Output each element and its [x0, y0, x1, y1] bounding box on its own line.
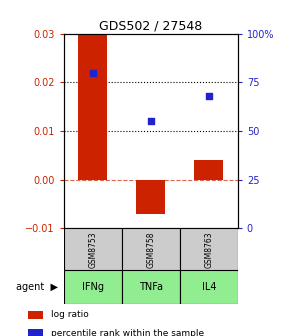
Bar	[180, 228, 238, 270]
Point	[90, 70, 95, 75]
Text: IL4: IL4	[202, 282, 216, 292]
Bar	[64, 228, 122, 270]
Bar	[122, 270, 180, 304]
Text: GSM8763: GSM8763	[204, 231, 213, 268]
Bar	[78, 34, 107, 180]
Bar	[180, 270, 238, 304]
Text: GSM8758: GSM8758	[146, 231, 155, 268]
Title: GDS502 / 27548: GDS502 / 27548	[99, 19, 202, 33]
Text: IFNg: IFNg	[82, 282, 104, 292]
Text: GSM8753: GSM8753	[88, 231, 97, 268]
Text: agent  ▶: agent ▶	[16, 282, 58, 292]
Text: percentile rank within the sample: percentile rank within the sample	[51, 329, 204, 336]
Bar	[122, 228, 180, 270]
Bar	[194, 160, 223, 180]
Point	[206, 93, 211, 99]
Bar	[136, 180, 165, 214]
Bar	[28, 311, 43, 319]
Point	[148, 119, 153, 124]
Text: log ratio: log ratio	[51, 310, 89, 319]
Bar	[28, 329, 43, 336]
Text: TNFa: TNFa	[139, 282, 163, 292]
Bar	[64, 270, 122, 304]
